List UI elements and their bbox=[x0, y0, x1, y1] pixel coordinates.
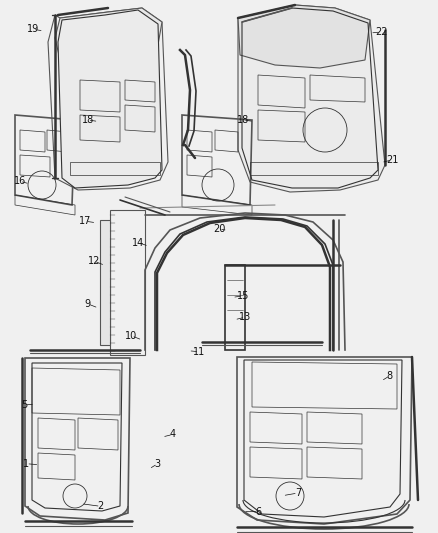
Text: 5: 5 bbox=[21, 400, 27, 410]
Text: 18: 18 bbox=[81, 115, 94, 125]
Text: 8: 8 bbox=[387, 371, 393, 381]
Text: 15: 15 bbox=[237, 291, 249, 301]
Text: 17: 17 bbox=[79, 216, 92, 226]
Text: 13: 13 bbox=[239, 312, 251, 322]
Text: 6: 6 bbox=[255, 507, 261, 516]
Text: 12: 12 bbox=[88, 256, 100, 266]
Polygon shape bbox=[238, 5, 370, 68]
Text: 16: 16 bbox=[14, 176, 26, 186]
Text: 4: 4 bbox=[170, 430, 176, 439]
Text: 22: 22 bbox=[375, 27, 387, 37]
Polygon shape bbox=[238, 5, 385, 192]
Text: 9: 9 bbox=[85, 299, 91, 309]
Text: 7: 7 bbox=[295, 488, 301, 498]
Text: 2: 2 bbox=[98, 502, 104, 511]
Polygon shape bbox=[58, 10, 162, 188]
Text: 20: 20 bbox=[213, 224, 225, 234]
Polygon shape bbox=[100, 220, 110, 345]
Text: 3: 3 bbox=[155, 459, 161, 469]
Polygon shape bbox=[55, 8, 162, 70]
Text: 1: 1 bbox=[23, 459, 29, 469]
Text: 11: 11 bbox=[193, 347, 205, 357]
Text: 18: 18 bbox=[237, 115, 249, 125]
Text: 14: 14 bbox=[132, 238, 144, 247]
Text: 10: 10 bbox=[125, 331, 138, 341]
Text: 19: 19 bbox=[27, 25, 39, 34]
Text: 21: 21 bbox=[386, 155, 398, 165]
